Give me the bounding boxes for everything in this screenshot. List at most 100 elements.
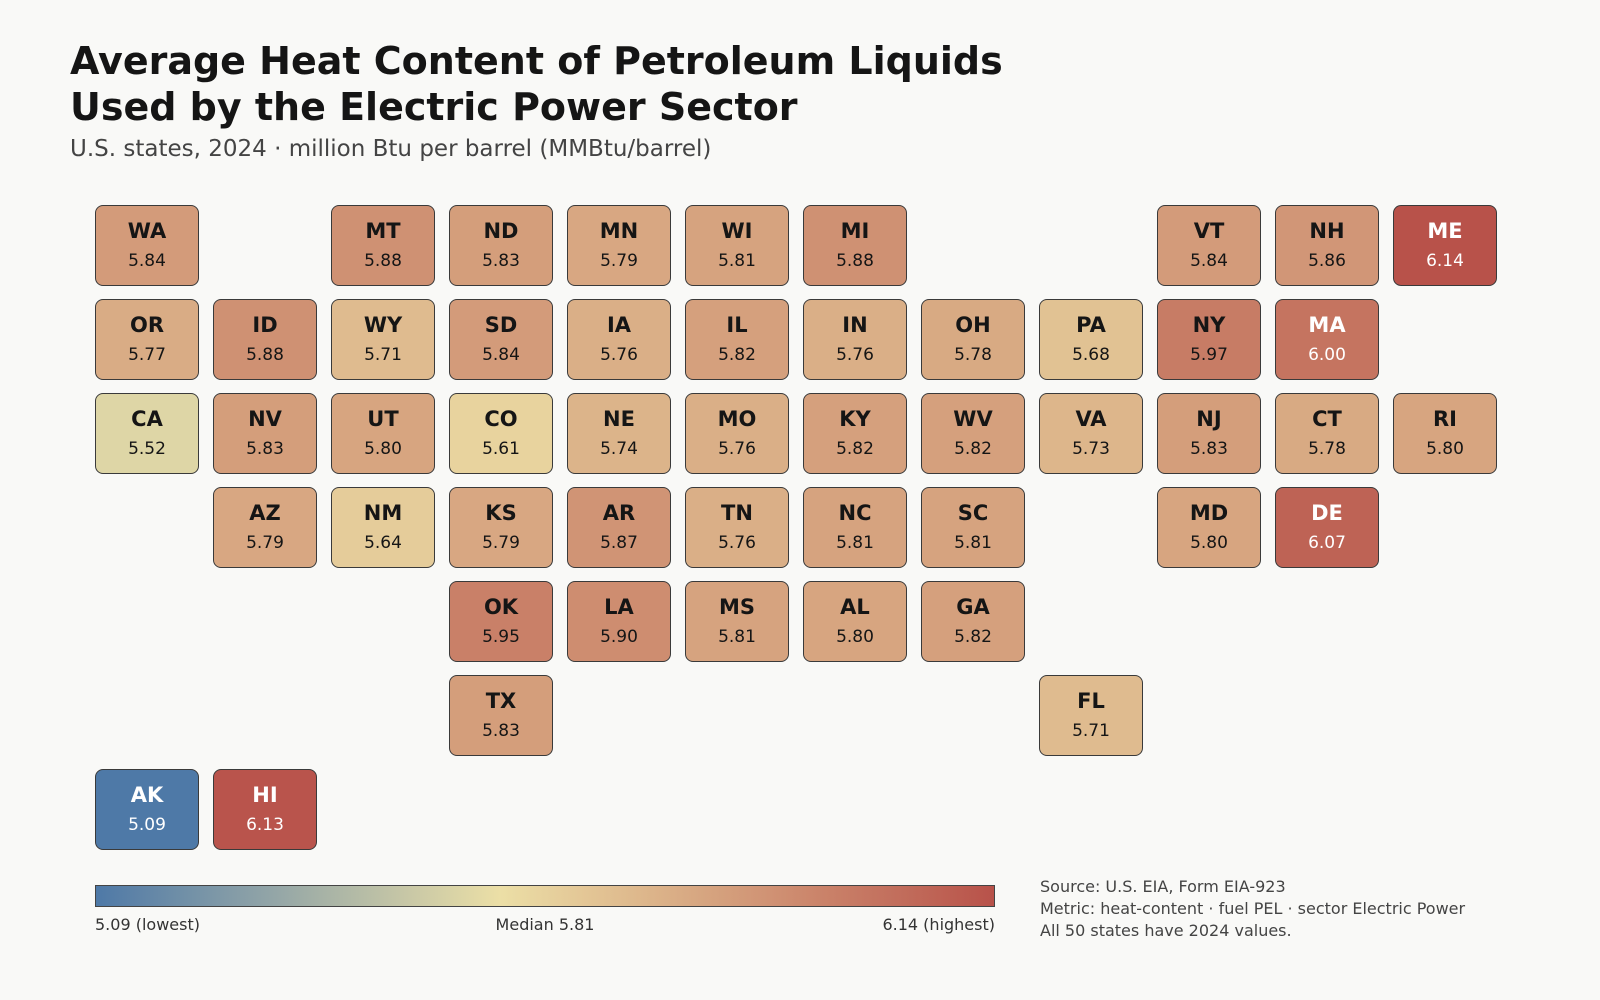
state-value: 6.14 bbox=[1426, 250, 1464, 271]
state-value: 5.80 bbox=[1426, 438, 1464, 459]
state-tile-ar[interactable]: AR 5.87 bbox=[567, 487, 671, 568]
map-title-line-1: Average Heat Content of Petroleum Liquid… bbox=[70, 39, 1003, 83]
state-tile-nh[interactable]: NH 5.86 bbox=[1275, 205, 1379, 286]
state-tile-in[interactable]: IN 5.76 bbox=[803, 299, 907, 380]
state-tile-nd[interactable]: ND 5.83 bbox=[449, 205, 553, 286]
state-tile-ks[interactable]: KS 5.79 bbox=[449, 487, 553, 568]
state-value: 5.52 bbox=[128, 438, 166, 459]
state-value: 5.74 bbox=[600, 438, 638, 459]
state-abbr: MT bbox=[365, 218, 401, 243]
state-value: 5.71 bbox=[1072, 720, 1110, 741]
state-tile-ma[interactable]: MA 6.00 bbox=[1275, 299, 1379, 380]
state-tile-sc[interactable]: SC 5.81 bbox=[921, 487, 1025, 568]
state-value: 5.83 bbox=[482, 720, 520, 741]
state-tile-nc[interactable]: NC 5.81 bbox=[803, 487, 907, 568]
state-value: 5.76 bbox=[836, 344, 874, 365]
state-value: 5.83 bbox=[482, 250, 520, 271]
state-abbr: ND bbox=[483, 218, 519, 243]
state-tile-ia[interactable]: IA 5.76 bbox=[567, 299, 671, 380]
state-tile-ak[interactable]: AK 5.09 bbox=[95, 769, 199, 850]
state-tile-mt[interactable]: MT 5.88 bbox=[331, 205, 435, 286]
state-value: 5.79 bbox=[600, 250, 638, 271]
state-tile-wy[interactable]: WY 5.71 bbox=[331, 299, 435, 380]
state-abbr: WA bbox=[127, 218, 167, 243]
state-tile-de[interactable]: DE 6.07 bbox=[1275, 487, 1379, 568]
state-value: 5.84 bbox=[1190, 250, 1228, 271]
state-tile-mi[interactable]: MI 5.88 bbox=[803, 205, 907, 286]
state-tile-hi[interactable]: HI 6.13 bbox=[213, 769, 317, 850]
state-abbr: CT bbox=[1312, 406, 1342, 431]
state-abbr: WV bbox=[953, 406, 993, 431]
state-tile-me[interactable]: ME 6.14 bbox=[1393, 205, 1497, 286]
state-value: 5.68 bbox=[1072, 344, 1110, 365]
state-tile-ca[interactable]: CA 5.52 bbox=[95, 393, 199, 474]
state-tile-la[interactable]: LA 5.90 bbox=[567, 581, 671, 662]
state-tile-il[interactable]: IL 5.82 bbox=[685, 299, 789, 380]
state-value: 5.81 bbox=[718, 626, 756, 647]
state-tile-nv[interactable]: NV 5.83 bbox=[213, 393, 317, 474]
state-tile-wv[interactable]: WV 5.82 bbox=[921, 393, 1025, 474]
state-tile-id[interactable]: ID 5.88 bbox=[213, 299, 317, 380]
state-value: 5.80 bbox=[364, 438, 402, 459]
state-value: 5.82 bbox=[718, 344, 756, 365]
state-value: 6.00 bbox=[1308, 344, 1346, 365]
state-value: 5.88 bbox=[246, 344, 284, 365]
state-tile-nj[interactable]: NJ 5.83 bbox=[1157, 393, 1261, 474]
state-tile-wa[interactable]: WA 5.84 bbox=[95, 205, 199, 286]
state-value: 5.86 bbox=[1308, 250, 1346, 271]
state-abbr: LA bbox=[604, 594, 634, 619]
state-tile-ms[interactable]: MS 5.81 bbox=[685, 581, 789, 662]
map-subtitle: U.S. states, 2024 · million Btu per barr… bbox=[70, 136, 712, 162]
state-tile-vt[interactable]: VT 5.84 bbox=[1157, 205, 1261, 286]
state-tile-va[interactable]: VA 5.73 bbox=[1039, 393, 1143, 474]
state-value: 6.07 bbox=[1308, 532, 1346, 553]
state-tile-ny[interactable]: NY 5.97 bbox=[1157, 299, 1261, 380]
state-tile-co[interactable]: CO 5.61 bbox=[449, 393, 553, 474]
state-tile-ne[interactable]: NE 5.74 bbox=[567, 393, 671, 474]
state-tile-oh[interactable]: OH 5.78 bbox=[921, 299, 1025, 380]
state-abbr: AR bbox=[602, 500, 636, 525]
state-tile-ri[interactable]: RI 5.80 bbox=[1393, 393, 1497, 474]
state-tile-fl[interactable]: FL 5.71 bbox=[1039, 675, 1143, 756]
state-tile-ut[interactable]: UT 5.80 bbox=[331, 393, 435, 474]
state-tile-mn[interactable]: MN 5.79 bbox=[567, 205, 671, 286]
state-abbr: PA bbox=[1076, 312, 1106, 337]
state-abbr: VA bbox=[1075, 406, 1107, 431]
state-value: 5.64 bbox=[364, 532, 402, 553]
state-abbr: ME bbox=[1427, 218, 1463, 243]
state-tile-ct[interactable]: CT 5.78 bbox=[1275, 393, 1379, 474]
state-value: 6.13 bbox=[246, 814, 284, 835]
state-abbr: NH bbox=[1309, 218, 1345, 243]
state-tile-md[interactable]: MD 5.80 bbox=[1157, 487, 1261, 568]
state-abbr: TN bbox=[721, 500, 753, 525]
state-tile-ok[interactable]: OK 5.95 bbox=[449, 581, 553, 662]
state-tile-wi[interactable]: WI 5.81 bbox=[685, 205, 789, 286]
state-abbr: TX bbox=[485, 688, 517, 713]
state-tile-map: WA 5.84 MT 5.88 ND 5.83 MN 5.79 WI 5.81 MI 5.88 VT 5.… bbox=[95, 205, 1505, 855]
state-value: 5.81 bbox=[954, 532, 992, 553]
state-tile-mo[interactable]: MO 5.76 bbox=[685, 393, 789, 474]
state-abbr: UT bbox=[367, 406, 399, 431]
state-tile-ky[interactable]: KY 5.82 bbox=[803, 393, 907, 474]
state-abbr: WI bbox=[721, 218, 753, 243]
state-tile-tx[interactable]: TX 5.83 bbox=[449, 675, 553, 756]
state-tile-az[interactable]: AZ 5.79 bbox=[213, 487, 317, 568]
state-value: 5.76 bbox=[718, 438, 756, 459]
state-abbr: IA bbox=[606, 312, 632, 337]
state-tile-nm[interactable]: NM 5.64 bbox=[331, 487, 435, 568]
state-abbr: NJ bbox=[1196, 406, 1222, 431]
state-abbr: NM bbox=[363, 500, 403, 525]
state-abbr: OK bbox=[483, 594, 519, 619]
state-tile-ga[interactable]: GA 5.82 bbox=[921, 581, 1025, 662]
state-tile-al[interactable]: AL 5.80 bbox=[803, 581, 907, 662]
state-tile-pa[interactable]: PA 5.68 bbox=[1039, 299, 1143, 380]
state-abbr: OH bbox=[955, 312, 991, 337]
state-tile-sd[interactable]: SD 5.84 bbox=[449, 299, 553, 380]
state-abbr: IN bbox=[842, 312, 868, 337]
state-value: 5.80 bbox=[836, 626, 874, 647]
state-tile-tn[interactable]: TN 5.76 bbox=[685, 487, 789, 568]
state-value: 5.79 bbox=[246, 532, 284, 553]
state-value: 5.82 bbox=[954, 626, 992, 647]
state-tile-or[interactable]: OR 5.77 bbox=[95, 299, 199, 380]
state-abbr: KY bbox=[839, 406, 871, 431]
